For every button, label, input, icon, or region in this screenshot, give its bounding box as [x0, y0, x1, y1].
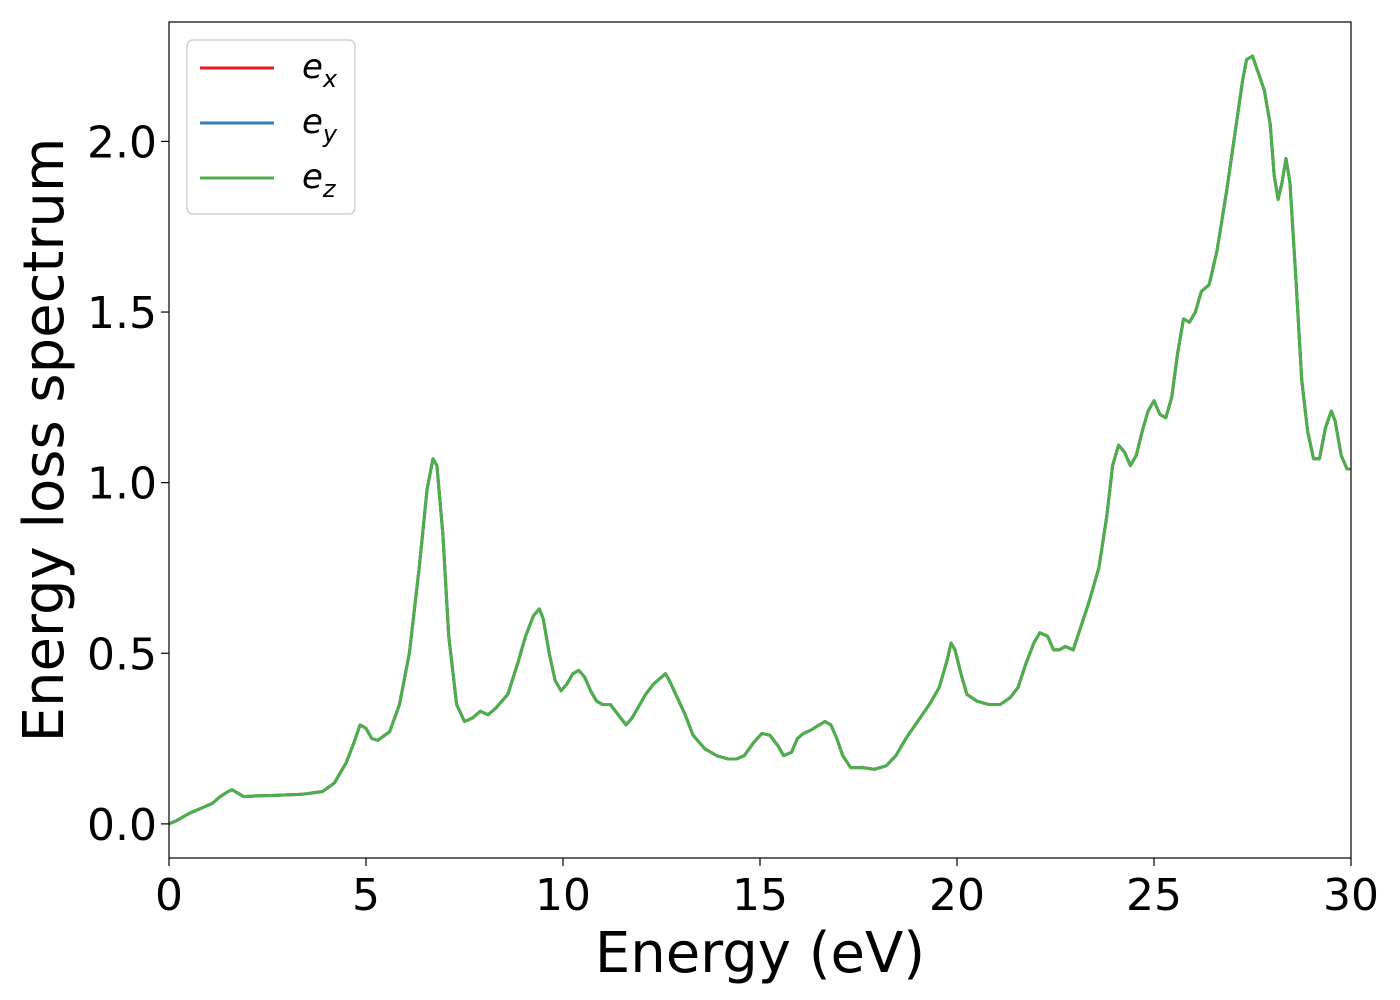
legend-label-base: e: [302, 47, 323, 87]
legend-label: ez: [302, 157, 337, 203]
x-tick-label: 5: [352, 870, 380, 921]
legend-label-base: e: [302, 102, 323, 142]
y-tick-label: 1.5: [87, 288, 157, 339]
y-tick-label: 0.5: [87, 629, 157, 680]
y-axis-title: Energy loss spectrum: [12, 138, 77, 743]
y-tick-label: 2.0: [87, 117, 157, 168]
y-tick-label: 1.0: [87, 459, 157, 510]
legend-label-subscript: y: [322, 120, 338, 148]
legend-label-subscript: z: [322, 175, 337, 203]
x-tick-label: 15: [732, 870, 788, 921]
legend-label-subscript: x: [322, 65, 338, 93]
legend-label-base: e: [302, 157, 323, 197]
y-axis: 0.0 0.5 1.0 1.5 2.0: [87, 117, 169, 851]
legend-label: ex: [302, 47, 338, 93]
x-axis: 0 5 10 15 20 25 30: [155, 858, 1379, 921]
series-line-ez: [169, 54, 1351, 826]
x-tick-label: 30: [1323, 870, 1379, 921]
legend-box: [186, 39, 356, 215]
x-tick-label: 10: [535, 870, 591, 921]
series-layer: [169, 54, 1351, 826]
x-tick-label: 0: [155, 870, 183, 921]
x-tick-label: 20: [929, 870, 985, 921]
y-tick-label: 0.0: [87, 800, 157, 851]
x-axis-title: Energy (eV): [595, 921, 925, 986]
x-tick-label: 25: [1126, 870, 1182, 921]
legend-label: ey: [302, 102, 338, 148]
